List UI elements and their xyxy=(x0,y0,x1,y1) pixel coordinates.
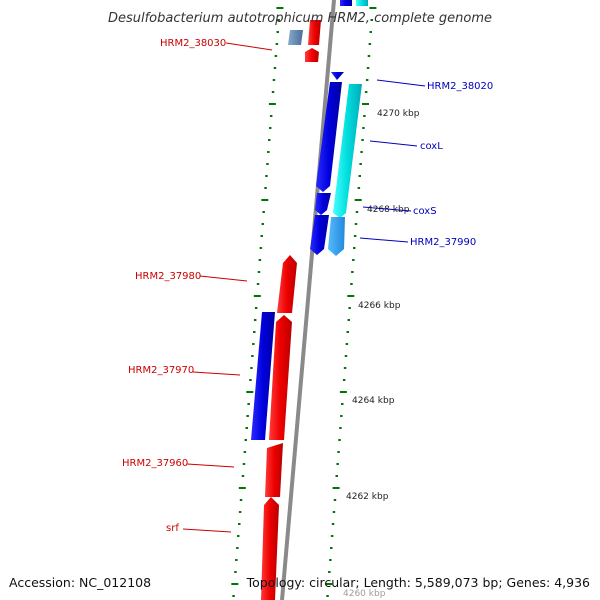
tick-label-4262: 4262 kbp xyxy=(346,492,389,502)
tick-label-4264: 4264 kbp xyxy=(352,396,395,406)
gene-coxl-arrow xyxy=(333,84,362,218)
gene-hrm2-37990-arrow xyxy=(310,215,329,255)
gene-hrm2-37970-arrow xyxy=(269,315,292,440)
label-hrm2-37990: HRM2_37990 xyxy=(410,237,476,248)
gene-top-blue-fragment xyxy=(340,0,352,6)
tick-label-4268: 4268 kbp xyxy=(367,205,410,215)
label-hrm2-38030: HRM2_38030 xyxy=(160,38,226,49)
gene-coxs-arrow xyxy=(328,217,345,256)
gene-hrm2-37980-arrow xyxy=(277,255,297,313)
leader-coxl xyxy=(369,140,418,147)
leader-coxs xyxy=(362,206,412,212)
tick-labels: 4270 kbp 4268 kbp 4266 kbp 4264 kbp 4262… xyxy=(343,109,420,599)
leader-hrm2-37980 xyxy=(199,275,248,282)
label-hrm2-37980: HRM2_37980 xyxy=(135,271,201,282)
gene-top-steel-fragment xyxy=(288,30,303,45)
reverse-strand-genes xyxy=(261,20,321,600)
gene-hrm2-38030-head xyxy=(305,48,319,62)
forward-strand-genes xyxy=(251,0,368,440)
gene-hrm2-38020-head xyxy=(331,72,344,80)
gene-left-blue-arrow xyxy=(251,312,275,440)
tick-label-4260: 4260 kbp xyxy=(343,589,386,599)
leader-hrm2-38030 xyxy=(225,42,273,51)
gene-srf-arrow xyxy=(261,497,279,600)
leader-hrm2-37970 xyxy=(192,371,241,376)
genome-summary-text: Topology: circular; Length: 5,589,073 bp… xyxy=(246,575,590,590)
gene-hrm2-38010-arrow xyxy=(315,193,331,215)
label-hrm2-37960: HRM2_37960 xyxy=(122,458,188,469)
gene-hrm2-37960-arrow xyxy=(265,443,283,497)
tick-dots xyxy=(231,7,377,597)
label-coxl: coxL xyxy=(420,141,443,152)
genome-backbone xyxy=(280,0,336,600)
label-coxs: coxS xyxy=(413,206,437,217)
gene-labels: HRM2_38030 HRM2_38020 coxL coxS HRM2_379… xyxy=(122,38,493,534)
accession-text: Accession: NC_012108 xyxy=(9,575,151,590)
leader-hrm2-37960 xyxy=(186,463,235,468)
leader-hrm2-37990 xyxy=(359,237,409,243)
tick-label-4266: 4266 kbp xyxy=(358,301,401,311)
label-hrm2-37970: HRM2_37970 xyxy=(128,365,194,376)
gene-top-cyan-fragment xyxy=(356,0,368,6)
tick-label-4270: 4270 kbp xyxy=(377,109,420,119)
label-srf: srf xyxy=(166,523,179,534)
leader-srf xyxy=(182,528,232,533)
map-title: Desulfobacterium autotrophicum HRM2, com… xyxy=(108,11,492,26)
gene-hrm2-38020-arrow xyxy=(316,82,342,192)
gene-hrm2-38030-arrow xyxy=(308,20,321,45)
label-hrm2-38020: HRM2_38020 xyxy=(427,81,493,92)
leader-hrm2-38020 xyxy=(376,79,426,87)
